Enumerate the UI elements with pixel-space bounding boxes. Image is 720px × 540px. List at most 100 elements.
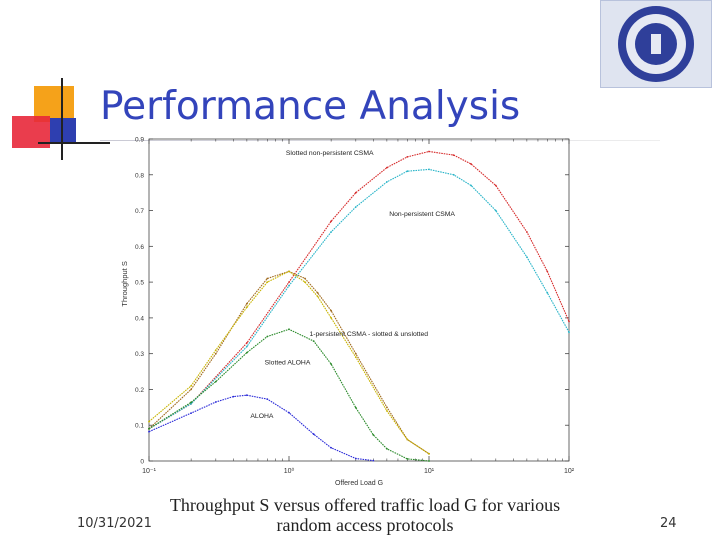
data-point — [546, 270, 549, 273]
data-point — [428, 168, 430, 171]
deco-blue-square — [50, 118, 76, 144]
data-point — [452, 173, 455, 176]
data-point — [246, 394, 248, 397]
data-point — [214, 349, 217, 351]
curve-annotation-1: Non-persistent CSMA — [389, 211, 455, 218]
data-point — [266, 398, 269, 400]
data-point — [470, 163, 472, 165]
data-point — [386, 410, 388, 412]
y-tick-label: 0.4 — [135, 315, 144, 322]
data-point — [246, 351, 248, 354]
curve-annotation-4: ALOHA — [250, 413, 274, 420]
data-point — [330, 309, 332, 312]
series-line-0 — [148, 150, 570, 430]
data-point — [232, 395, 235, 398]
title-underline — [100, 140, 660, 141]
data-point — [428, 150, 430, 153]
x-tick-label: 10¹ — [424, 468, 435, 475]
y-tick-label: 0.1 — [135, 423, 144, 430]
data-point — [526, 231, 528, 233]
y-tick-label: 0.5 — [135, 280, 144, 287]
y-tick-label: 0.6 — [135, 244, 144, 251]
data-point — [386, 406, 388, 409]
data-point — [386, 447, 388, 450]
data-point — [428, 452, 430, 455]
series-line-4 — [148, 328, 430, 462]
data-point — [406, 458, 409, 460]
data-point — [288, 281, 290, 283]
data-point — [316, 295, 319, 298]
data-point — [354, 457, 357, 460]
x-axis-label: Offered Load G — [335, 480, 383, 485]
y-tick-label: 0.7 — [135, 208, 144, 215]
data-point — [330, 317, 332, 319]
curve-annotation-0: Slotted non-persistent CSMA — [286, 150, 374, 157]
footer-date: 10/31/2021 — [77, 516, 152, 531]
data-point — [546, 291, 549, 294]
plot-frame — [148, 138, 570, 462]
caption-line-1: Throughput S versus offered traffic load… — [169, 495, 561, 515]
data-point — [330, 220, 332, 223]
data-point — [526, 256, 528, 258]
data-point — [190, 385, 192, 387]
data-point — [494, 209, 497, 212]
throughput-chart: 0 0.1 0.2 0.3 0.4 0.5 0.6 0.7 0.8 0.9 10⁻¹ 10⁰ 10¹ 10… — [120, 137, 575, 486]
data-point — [312, 433, 315, 436]
data-point — [354, 206, 357, 208]
data-point — [246, 306, 248, 309]
data-point — [428, 460, 430, 462]
data-point — [354, 406, 357, 409]
y-tick-label: 0.9 — [135, 137, 144, 144]
x-tick-label: 10⁰ — [284, 467, 295, 475]
data-point — [148, 420, 150, 423]
data-point — [330, 446, 332, 449]
data-point — [288, 270, 290, 273]
data-point — [190, 412, 192, 414]
data-point — [568, 331, 570, 334]
x-tick-label: 10⁻¹ — [142, 468, 156, 475]
data-point — [406, 438, 409, 441]
data-point — [266, 335, 269, 338]
deco-horizontal-line — [38, 142, 110, 144]
data-point — [452, 154, 455, 156]
data-point — [266, 281, 269, 283]
data-point — [386, 166, 388, 169]
data-point — [330, 231, 332, 233]
data-point — [190, 388, 192, 391]
data-point — [470, 184, 472, 187]
deco-vertical-line — [61, 78, 63, 160]
y-tick-label: 0.8 — [135, 172, 144, 179]
x-tick-label: 10² — [564, 468, 575, 475]
data-point — [266, 277, 269, 280]
caption-line-2: random access protocols — [276, 515, 454, 535]
series-line-5 — [148, 394, 374, 462]
data-point — [246, 342, 248, 344]
data-point — [288, 284, 290, 287]
data-point — [214, 352, 217, 355]
data-point — [190, 402, 192, 405]
data-point — [406, 156, 409, 158]
data-point — [304, 277, 306, 280]
y-tick-label: 0.2 — [135, 387, 144, 394]
data-point — [386, 181, 388, 183]
data-point — [148, 430, 150, 433]
data-point — [304, 281, 306, 283]
figure-caption: Throughput S versus offered traffic load… — [160, 495, 570, 535]
data-point — [214, 401, 217, 403]
data-point — [354, 352, 357, 355]
page-title: Performance Analysis — [100, 84, 521, 129]
university-seal-icon — [600, 0, 712, 88]
data-point — [568, 320, 570, 323]
y-tick-label: 0.3 — [135, 351, 144, 358]
data-point — [330, 363, 332, 365]
data-point — [372, 459, 375, 462]
y-tick-label: 0 — [140, 459, 144, 466]
data-point — [288, 411, 290, 414]
data-point — [406, 170, 409, 173]
data-point — [288, 328, 290, 331]
data-point — [246, 345, 248, 348]
data-point — [494, 184, 497, 187]
data-point — [148, 427, 150, 430]
series-line-1 — [148, 168, 570, 430]
curve-annotation-2: 1-persistent CSMA - slotted & unslotted — [309, 331, 428, 338]
